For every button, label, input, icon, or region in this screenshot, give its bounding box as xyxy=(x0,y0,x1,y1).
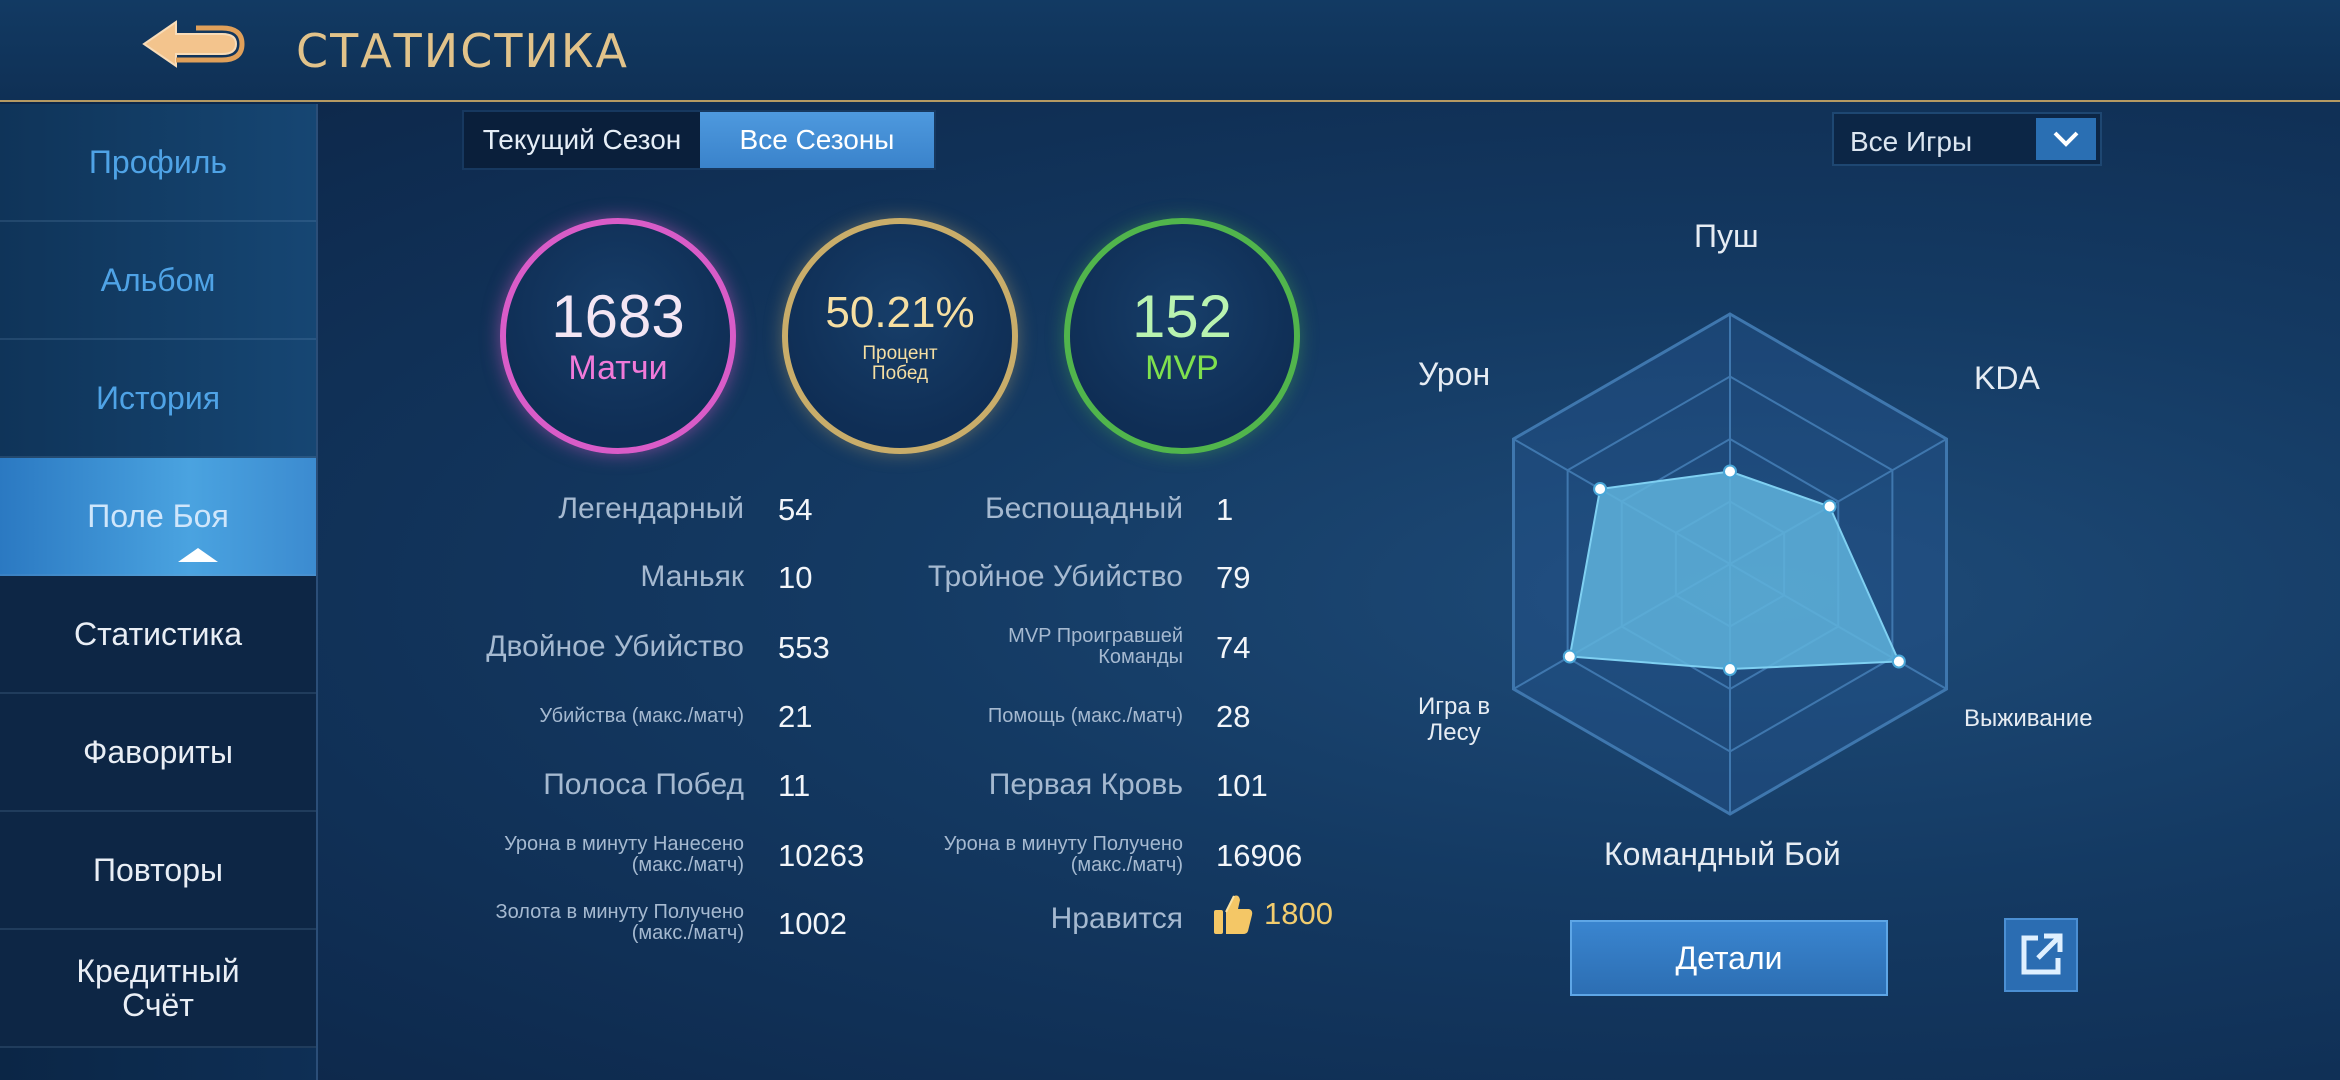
mvp-circle: 152 MVP xyxy=(1064,218,1300,454)
likes-counter: 1800 xyxy=(1212,892,1333,936)
radar-axis-jungle: Игра в Лесу xyxy=(1418,693,1491,746)
page-title: СТАТИСТИКА xyxy=(296,24,629,78)
radar-point xyxy=(1822,499,1837,514)
thumbs-up-icon xyxy=(1214,895,1253,934)
stat-label-gold-per-min: Золота в минуту Получено (макс./матч) xyxy=(495,901,745,944)
stat-label-damage-taken-per-min: Урона в минуту Получено (макс./матч) xyxy=(943,833,1183,876)
matches-label: Матчи xyxy=(568,348,668,387)
radar-point xyxy=(1723,464,1737,479)
sidebar-item-credit-score[interactable]: Кредитный Счёт xyxy=(0,930,316,1048)
winrate-circle: 50.21% Процент Побед xyxy=(782,218,1018,454)
stat-label-likes: Нравится xyxy=(1050,902,1183,935)
sidebar-item-label: Профиль xyxy=(88,144,228,180)
stat-label-double-kill: Двойное Убийство xyxy=(486,630,744,663)
radar-axis-kda: KDA xyxy=(1974,360,2040,396)
radar-points xyxy=(1562,464,1906,676)
tab-all-seasons[interactable]: Все Сезоны xyxy=(700,112,934,168)
sidebar-item-replays[interactable]: Повторы xyxy=(0,812,316,930)
share-button[interactable] xyxy=(2004,918,2078,992)
game-mode-dropdown[interactable]: Все Игры xyxy=(1832,112,2102,166)
performance-radar-chart xyxy=(1511,312,1949,816)
sidebar-item-label: Статистика xyxy=(73,616,243,652)
stat-label-first-blood: Первая Кровь xyxy=(988,768,1183,801)
radar-axis-survival: Выживание xyxy=(1964,705,2093,732)
external-link-icon xyxy=(2021,933,2063,975)
sidebar-item-history[interactable]: История xyxy=(0,340,316,458)
sidebar: Профиль Альбом История Поле Боя Статисти… xyxy=(0,104,318,1080)
winrate-value: 50.21% xyxy=(825,288,975,337)
tab-current-season[interactable]: Текущий Сезон xyxy=(482,124,682,155)
stat-label-savage: Беспощадный xyxy=(984,492,1183,525)
stat-value-double-kill: 553 xyxy=(778,630,830,665)
sidebar-item-label: Поле Боя xyxy=(87,498,229,534)
sidebar-item-label: История xyxy=(95,380,221,416)
stat-value-win-streak: 11 xyxy=(778,768,811,803)
radar-axis-teamfight: Командный Бой xyxy=(1604,836,1841,872)
stat-value-legendary: 54 xyxy=(778,492,813,527)
stat-label-win-streak: Полоса Побед xyxy=(543,768,744,801)
stat-value-damage-taken-per-min: 16906 xyxy=(1216,838,1303,873)
sidebar-item-favorites[interactable]: Фавориты xyxy=(0,694,316,812)
radar-axis-push: Пуш xyxy=(1694,218,1759,254)
stat-value-savage: 1 xyxy=(1216,492,1234,527)
radar-point xyxy=(1562,649,1577,664)
sidebar-item-label: Альбом xyxy=(100,262,216,298)
mvp-label: MVP xyxy=(1145,348,1219,387)
stat-value-max-assists: 28 xyxy=(1216,699,1251,734)
winrate-label: Процент Побед xyxy=(862,343,938,384)
sidebar-item-profile[interactable]: Профиль xyxy=(0,104,316,222)
radar-point xyxy=(1723,662,1737,676)
chevron-down-icon[interactable] xyxy=(2036,118,2096,160)
stat-value-maniac: 10 xyxy=(778,560,813,595)
sidebar-item-statistics[interactable]: Статистика xyxy=(0,576,316,694)
sidebar-item-label: Повторы xyxy=(93,852,223,888)
mvp-value: 152 xyxy=(1131,282,1233,350)
stat-value-damage-dealt-per-min: 10263 xyxy=(778,838,865,873)
radar-point xyxy=(1891,654,1906,669)
stat-label-losing-mvp: MVP Проигравшей Команды xyxy=(1008,625,1183,668)
stat-label-max-assists: Помощь (макс./матч) xyxy=(987,705,1183,727)
sidebar-item-battlefield[interactable]: Поле Боя xyxy=(0,458,316,576)
top-bar: СТАТИСТИКА xyxy=(0,0,2340,102)
stat-label-legendary: Легендарный xyxy=(558,492,744,525)
sidebar-item-label: Фавориты xyxy=(83,734,233,770)
stat-value-max-kills: 21 xyxy=(778,699,813,734)
stat-label-max-kills: Убийства (макс./матч) xyxy=(539,705,744,727)
matches-value: 1683 xyxy=(551,282,685,350)
stat-value-first-blood: 101 xyxy=(1216,768,1268,803)
back-arrow-icon[interactable] xyxy=(136,14,248,78)
stat-label-damage-dealt-per-min: Урона в минуту Нанесено (макс./матч) xyxy=(504,833,744,876)
season-tabs: Текущий Сезон Все Сезоны xyxy=(462,110,936,170)
stat-value-gold-per-min: 1002 xyxy=(778,906,847,941)
stat-label-maniac: Маньяк xyxy=(640,560,744,593)
chevron-up-icon xyxy=(178,548,218,562)
stat-label-triple-kill: Тройное Убийство xyxy=(927,560,1183,593)
radar-axis-damage: Урон xyxy=(1418,356,1491,392)
likes-value: 1800 xyxy=(1264,896,1333,931)
stat-value-losing-mvp: 74 xyxy=(1216,630,1251,665)
radar-point xyxy=(1593,482,1608,496)
details-button[interactable]: Детали xyxy=(1570,920,1888,996)
dropdown-value: Все Игры xyxy=(1850,126,1973,157)
stat-value-triple-kill: 79 xyxy=(1216,560,1251,595)
sidebar-item-label: Кредитный Счёт xyxy=(76,953,240,1023)
sidebar-item-album[interactable]: Альбом xyxy=(0,222,316,340)
matches-circle: 1683 Матчи xyxy=(500,218,736,454)
